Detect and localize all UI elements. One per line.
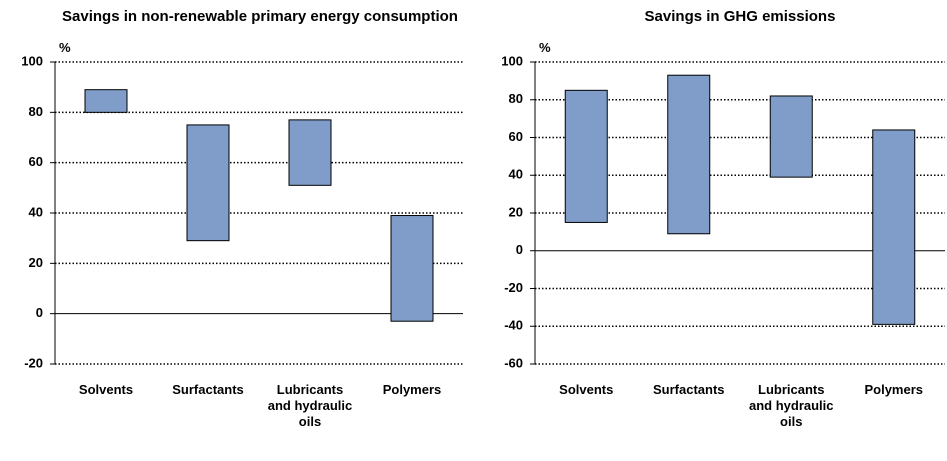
x-tick-label: Solvents — [78, 382, 134, 397]
bar — [390, 215, 434, 322]
y-tick-label: -40 — [504, 318, 523, 333]
y-axis-label: % — [59, 40, 71, 55]
bar — [84, 89, 128, 113]
y-tick-label: 60 — [29, 154, 43, 169]
y-tick-label: 0 — [516, 242, 523, 257]
x-tick-label: Lubricants and hydraulic oils — [748, 382, 834, 429]
y-tick-label: -20 — [24, 355, 43, 370]
y-tick-label: 100 — [21, 53, 43, 68]
y-tick-label: 80 — [509, 91, 523, 106]
chart-title: Savings in non-renewable primary energy … — [62, 8, 458, 25]
y-axis-label: % — [539, 40, 551, 55]
y-tick-label: -60 — [504, 355, 523, 370]
y-tick-label: -20 — [504, 280, 523, 295]
x-tick-label: Surfactants — [652, 382, 725, 397]
bar — [186, 124, 230, 242]
y-tick-label: 20 — [509, 204, 523, 219]
x-tick-label: Surfactants — [172, 382, 244, 397]
y-tick-label: 80 — [29, 104, 43, 119]
bar — [564, 89, 608, 223]
bar — [872, 129, 916, 325]
y-tick-label: 40 — [29, 204, 43, 219]
bar — [667, 74, 711, 235]
bar — [769, 95, 813, 178]
x-tick-label: Solvents — [559, 382, 614, 397]
x-tick-label: Polymers — [382, 382, 442, 397]
y-tick-label: 100 — [501, 53, 523, 68]
x-tick-label: Lubricants and hydraulic oils — [267, 382, 353, 429]
chart-title: Savings in GHG emissions — [644, 8, 836, 25]
y-tick-label: 20 — [29, 255, 43, 270]
y-tick-label: 60 — [509, 129, 523, 144]
y-tick-label: 0 — [36, 305, 43, 320]
y-tick-label: 40 — [509, 167, 523, 182]
x-tick-label: Polymers — [864, 382, 924, 397]
bar — [288, 119, 332, 186]
